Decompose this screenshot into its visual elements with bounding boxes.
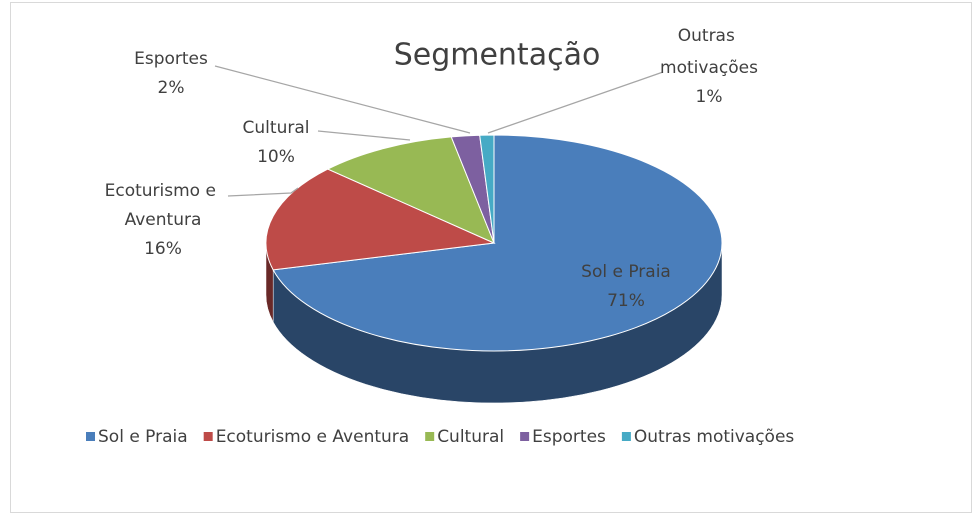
- slice: [272, 134, 723, 352]
- data-label-category: Esportes: [134, 49, 208, 69]
- legend-swatch: [621, 432, 631, 441]
- legend-label: Esportes: [532, 427, 606, 447]
- chart-title: Segmentação: [394, 38, 601, 73]
- data-label-value: 10%: [257, 147, 295, 167]
- legend-label: Outras motivações: [634, 427, 795, 447]
- legend-label: Cultural: [437, 427, 504, 447]
- legend-label: Sol e Praia: [98, 427, 188, 447]
- data-label-value: 16%: [144, 239, 182, 259]
- slice: [479, 134, 495, 244]
- legend-swatch: [425, 432, 435, 441]
- leader-line: [227, 187, 299, 197]
- leader-line: [487, 71, 664, 134]
- data-label-category: Cultural: [243, 118, 310, 138]
- slice: [326, 136, 495, 244]
- data-label-category: Sol e Praia: [581, 262, 671, 282]
- leader-line: [214, 65, 471, 134]
- data-label-value: 71%: [607, 291, 645, 311]
- slice: [265, 168, 496, 271]
- legend-swatch: [203, 432, 213, 441]
- data-label-category: Outras motivações: [660, 26, 758, 78]
- data-label-value: 2%: [158, 78, 185, 98]
- legend-label: Ecoturismo e Aventura: [216, 427, 410, 447]
- data-label-value: 1%: [696, 87, 723, 107]
- legend-swatch: [86, 432, 95, 441]
- leader-line: [317, 130, 411, 141]
- data-label-category: Ecoturismo e Aventura: [105, 181, 222, 230]
- legend-swatch: [520, 432, 530, 441]
